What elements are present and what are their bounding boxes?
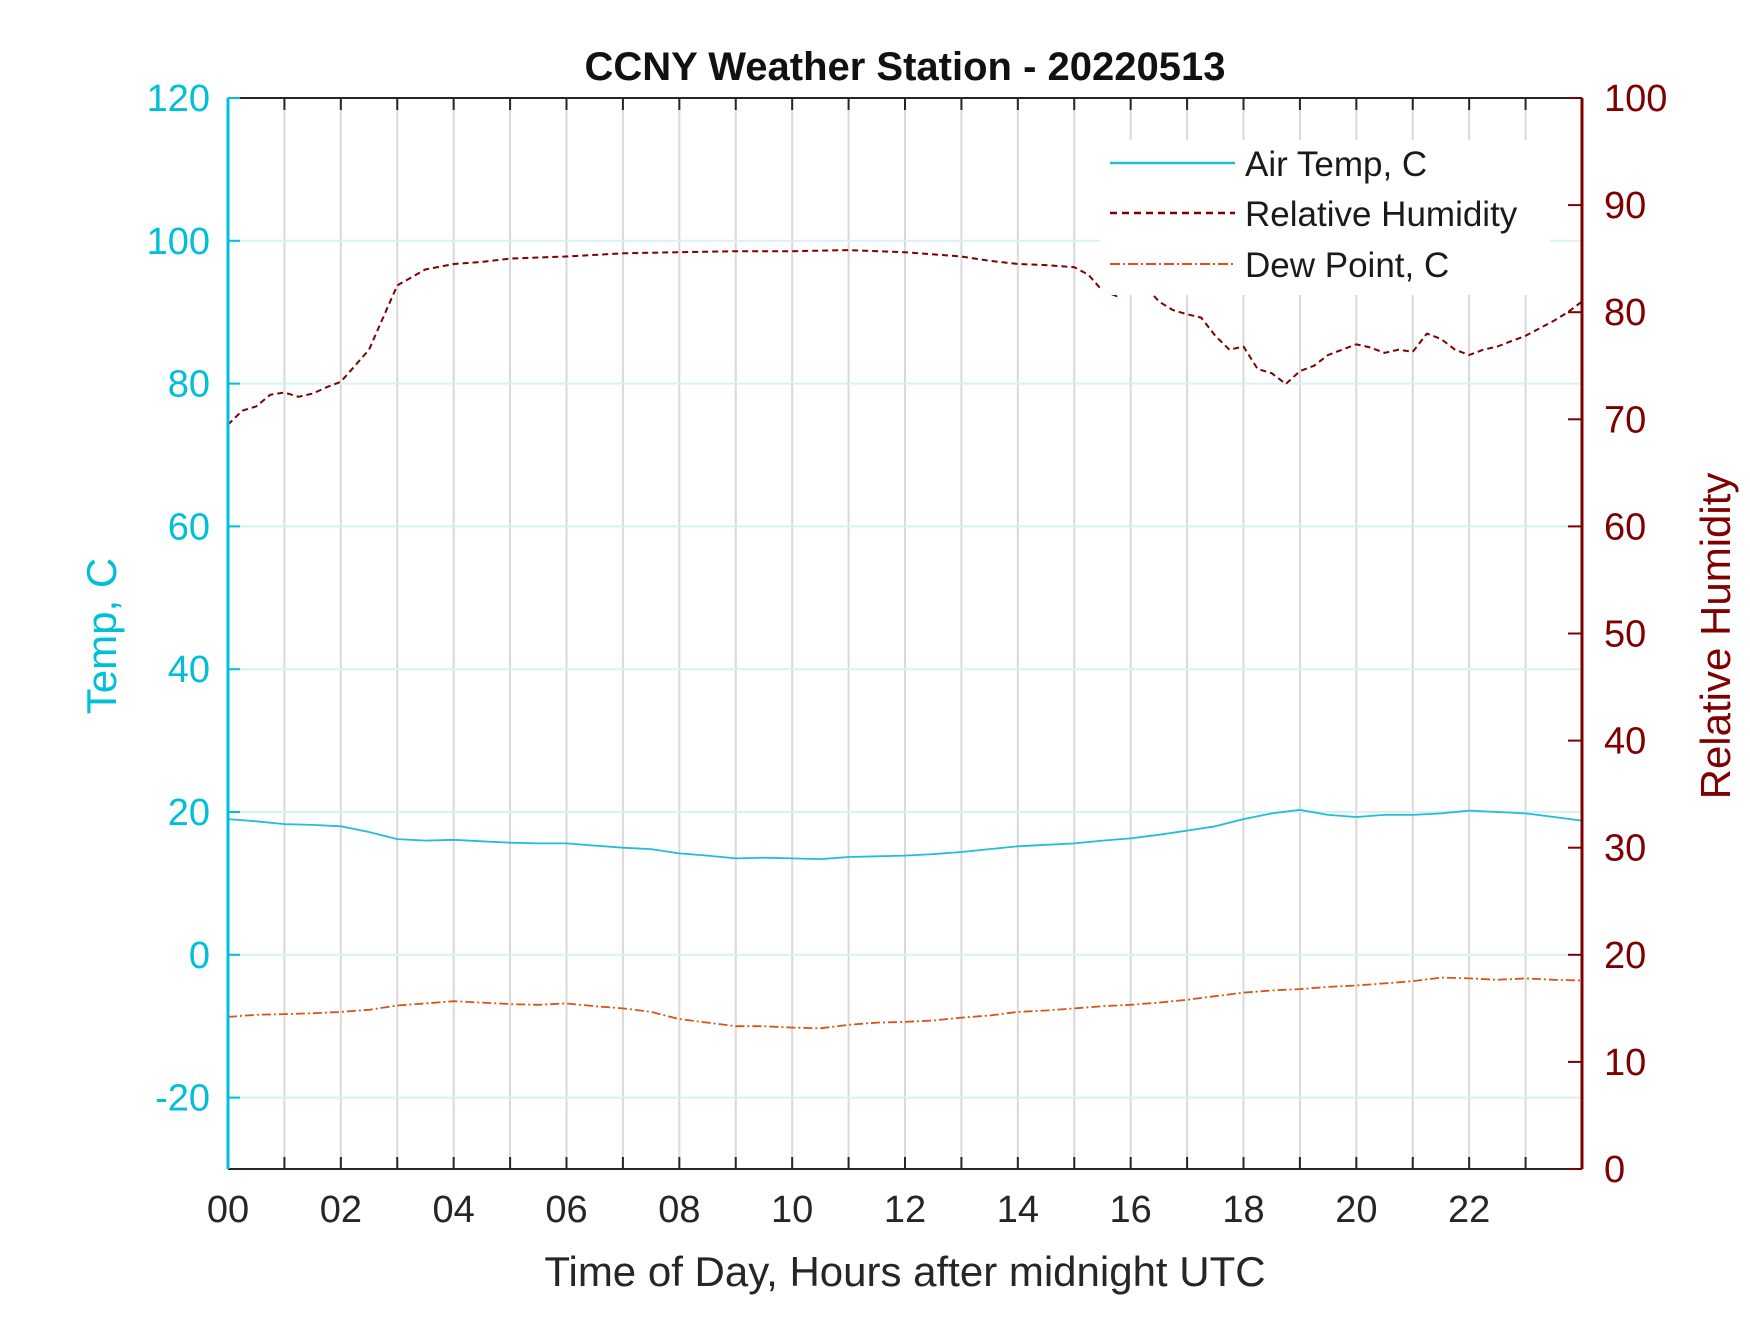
tick-labels: 00 02 04 06 08 10 12 14 16 18 20 22-200204060801001… xyxy=(147,78,1668,1231)
y-tick-label-right: 0 xyxy=(1604,1149,1625,1191)
y-tick-label-right: 10 xyxy=(1604,1042,1646,1084)
y-tick-label-right: 100 xyxy=(1604,78,1667,120)
x-tick-label: 10 xyxy=(771,1189,813,1231)
y-tick-label-right: 80 xyxy=(1604,292,1646,334)
legend: Air Temp, C Relative Humidity Dew Point,… xyxy=(1100,140,1550,295)
x-tick-label: 06 xyxy=(545,1189,587,1231)
x-tick-label: 22 xyxy=(1448,1189,1490,1231)
x-axis-label: Time of Day, Hours after midnight UTC xyxy=(544,1248,1265,1295)
y-tick-label-left: 120 xyxy=(147,78,210,120)
y-tick-label-right: 40 xyxy=(1604,721,1646,763)
y-tick-label-right: 50 xyxy=(1604,614,1646,656)
legend-label-dew-point: Dew Point, C xyxy=(1245,246,1449,285)
series-line-air-temp-c xyxy=(227,809,1583,860)
y-axis-label-right: Relative Humidity xyxy=(1692,473,1739,800)
axes xyxy=(226,97,1584,1170)
y-tick-label-right: 90 xyxy=(1604,185,1646,227)
y-tick-label-left: 80 xyxy=(168,364,210,406)
y-tick-label-right: 70 xyxy=(1604,399,1646,441)
legend-label-relative-humidity: Relative Humidity xyxy=(1245,195,1518,234)
y-tick-label-left: 40 xyxy=(168,649,210,691)
series-line-dew-point-c xyxy=(227,976,1583,1030)
y-tick-label-right: 60 xyxy=(1604,506,1646,548)
y-tick-label-left: 100 xyxy=(147,221,210,263)
x-tick-label: 04 xyxy=(433,1189,475,1231)
chart-title: CCNY Weather Station - 20220513 xyxy=(585,45,1226,89)
legend-label-air-temp: Air Temp, C xyxy=(1245,145,1427,184)
y-tick-label-left: -20 xyxy=(155,1078,210,1120)
x-tick-label: 08 xyxy=(658,1189,700,1231)
y-tick-label-right: 30 xyxy=(1604,828,1646,870)
x-tick-label: 12 xyxy=(884,1189,926,1231)
y-tick-label-left: 60 xyxy=(168,506,210,548)
y-tick-label-right: 20 xyxy=(1604,935,1646,977)
x-tick-label: 00 xyxy=(207,1189,249,1231)
x-tick-label: 16 xyxy=(1110,1189,1152,1231)
x-tick-label: 18 xyxy=(1222,1189,1264,1231)
x-tick-label: 14 xyxy=(997,1189,1039,1231)
x-tick-label: 20 xyxy=(1335,1189,1377,1231)
y-tick-label-left: 20 xyxy=(168,792,210,834)
legend-box xyxy=(1100,140,1550,295)
grid-lines xyxy=(228,98,1582,1169)
y-tick-label-left: 0 xyxy=(189,935,210,977)
y-axis-label-left: Temp, C xyxy=(78,558,125,714)
x-tick-label: 02 xyxy=(320,1189,362,1231)
